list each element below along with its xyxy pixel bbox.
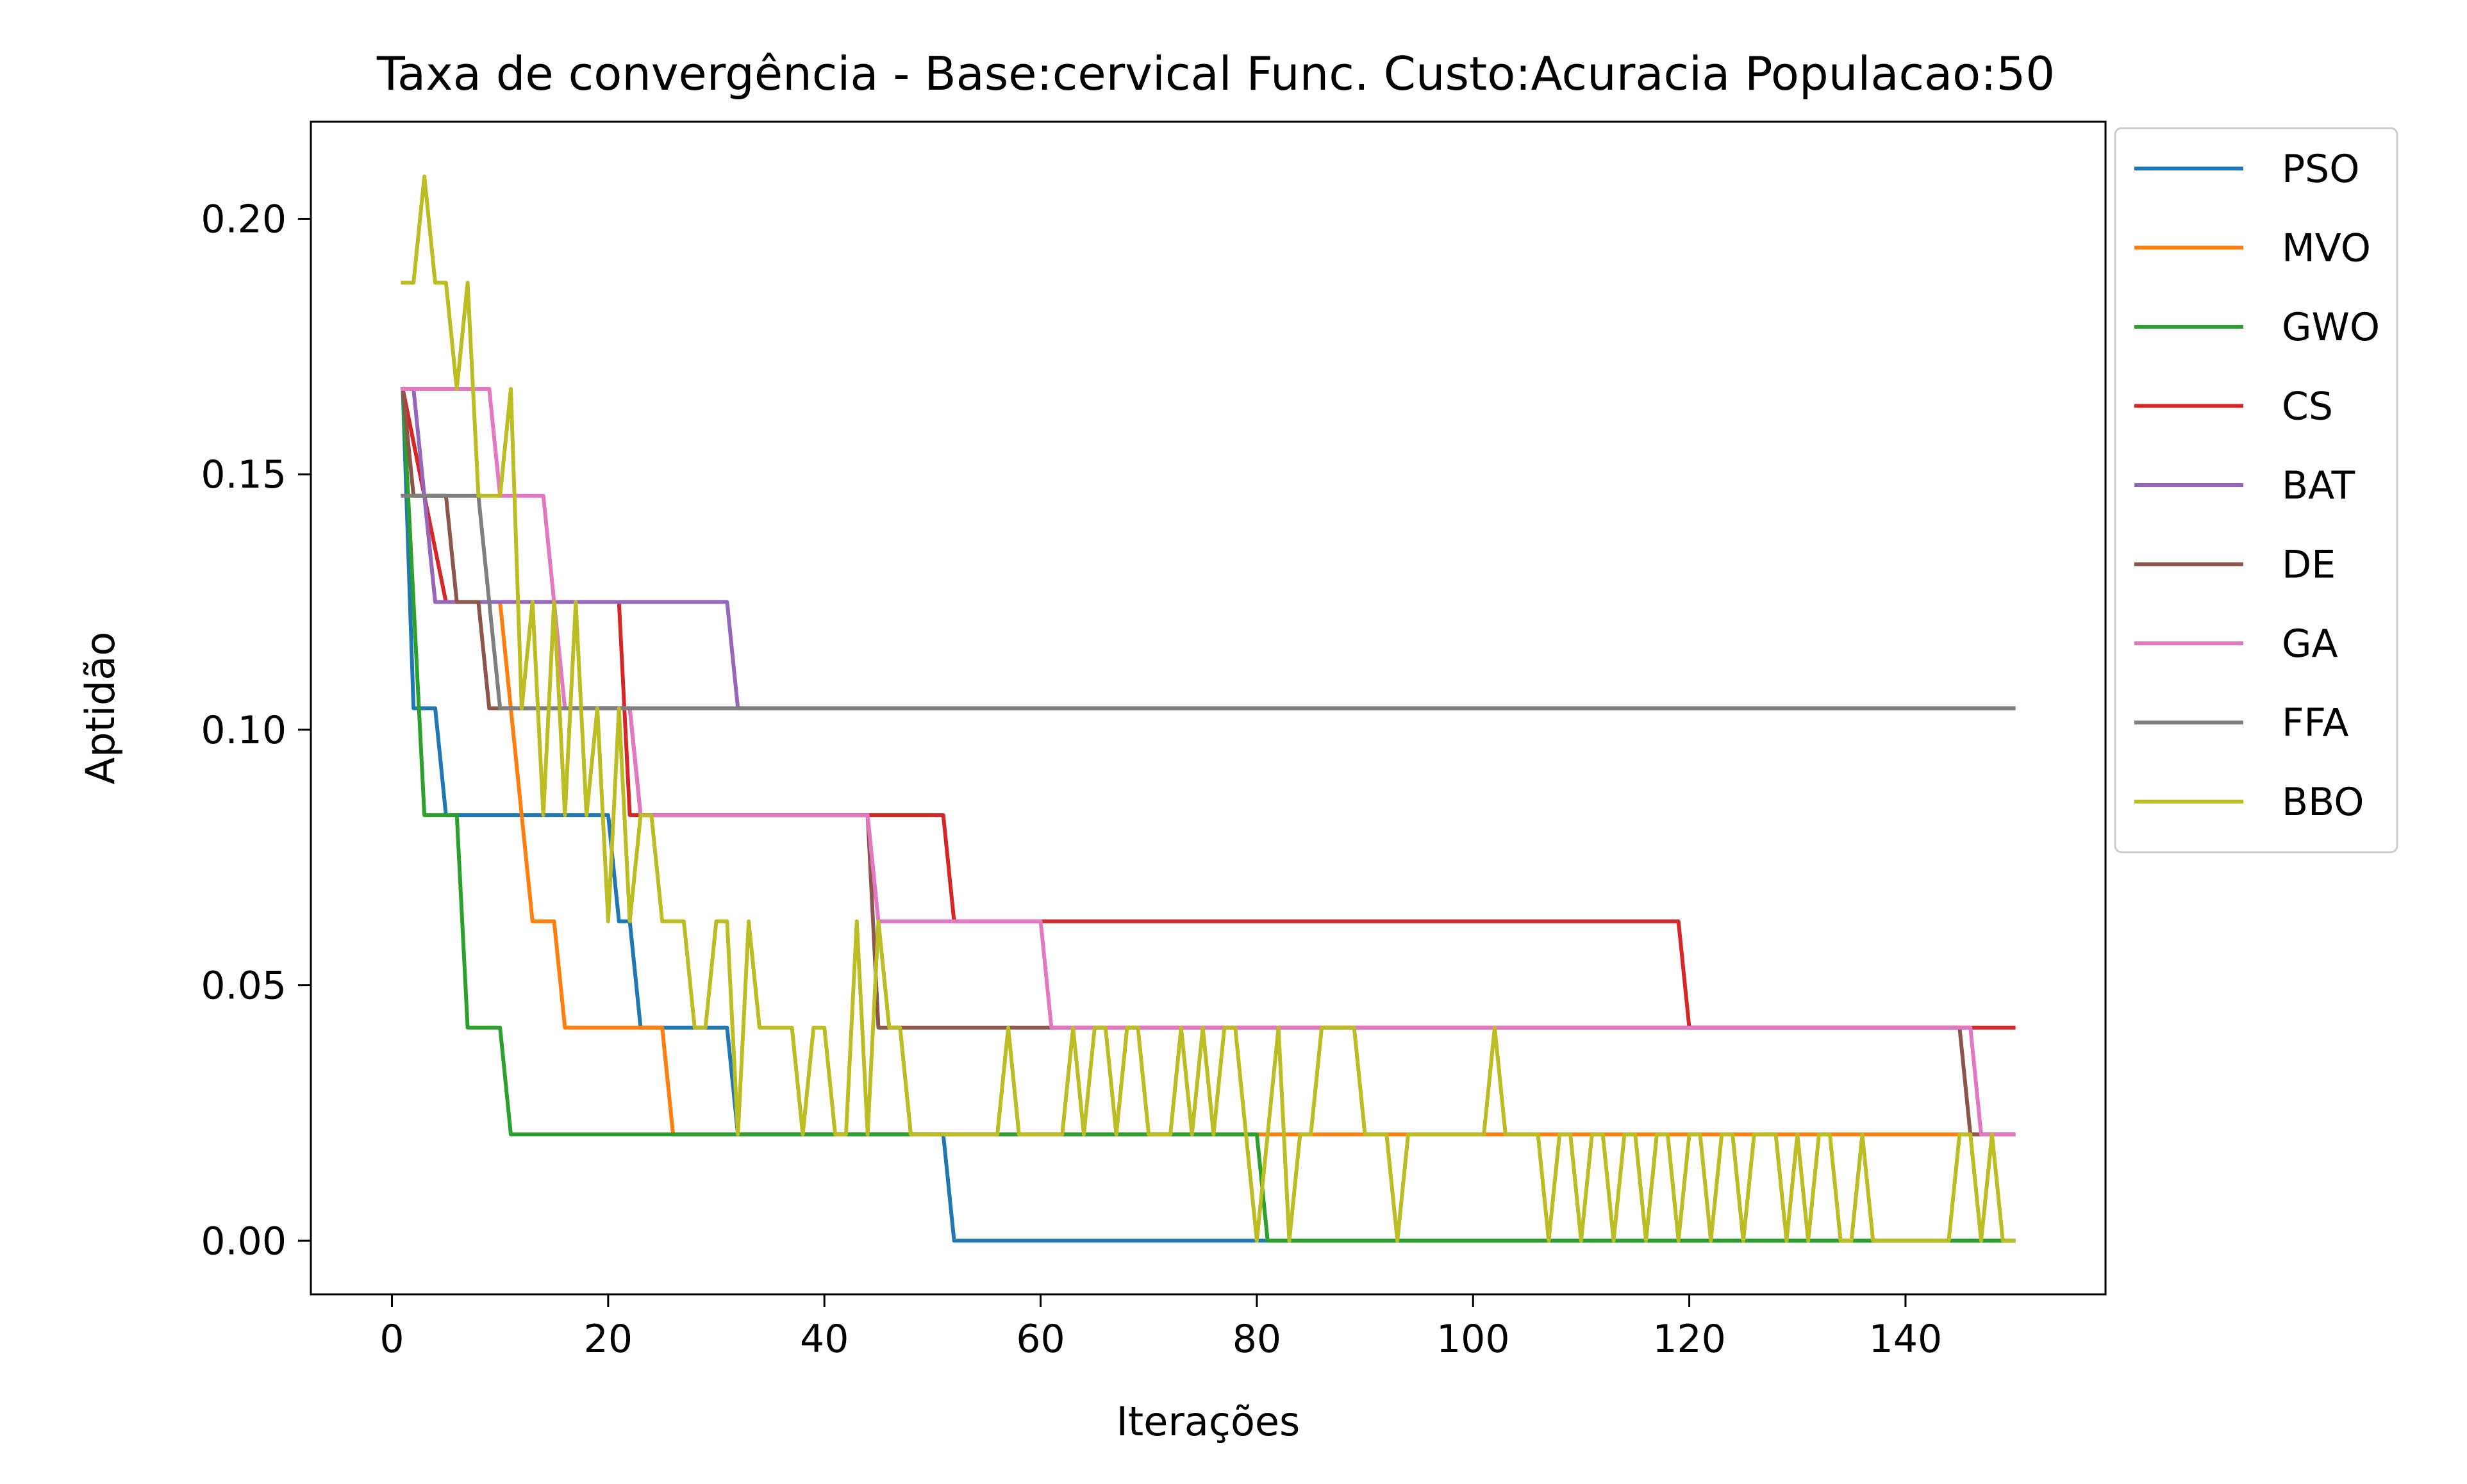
y-axis-label: Aptidão [77, 632, 124, 785]
x-tick-label: 40 [800, 1317, 849, 1362]
legend-label-cs: CS [2282, 384, 2333, 429]
chart-title: Taxa de convergência - Base:cervical Fun… [376, 47, 2055, 101]
legend: PSO MVO GWO CS BAT DE GA FFA BBO [2114, 127, 2398, 853]
x-tick-label: 100 [1436, 1317, 1510, 1362]
x-tick-label: 120 [1652, 1317, 1726, 1362]
y-axis: 0.00 0.05 0.10 0.15 0.20 [201, 197, 311, 1264]
x-axis: 0 20 40 60 80 100 120 140 [379, 1294, 1942, 1362]
legend-box [2114, 127, 2398, 853]
series-layer [400, 174, 2016, 1243]
x-tick-label: 20 [584, 1317, 633, 1362]
plot-frame [310, 120, 2107, 1296]
legend-label-gwo: GWO [2282, 305, 2380, 350]
legend-label-mvo: MVO [2282, 226, 2371, 271]
series-line-ffa [401, 493, 2016, 711]
y-tick-label: 0.20 [201, 197, 287, 242]
y-tick-label: 0.15 [201, 452, 287, 497]
series-line-bbo [401, 174, 2016, 1243]
legend-label-bbo: BBO [2282, 780, 2364, 825]
x-tick-label: 80 [1233, 1317, 1281, 1362]
x-tick-label: 0 [379, 1317, 404, 1362]
y-tick-label: 0.00 [201, 1219, 287, 1264]
y-tick-label: 0.10 [201, 708, 287, 753]
y-tick-label: 0.05 [201, 964, 287, 1009]
legend-label-bat: BAT [2282, 463, 2355, 508]
legend-label-de: DE [2282, 543, 2336, 588]
legend-label-pso: PSO [2282, 147, 2360, 192]
x-tick-label: 140 [1869, 1317, 1943, 1362]
x-axis-label: Iterações [1117, 1398, 1300, 1445]
legend-label-ga: GA [2282, 622, 2338, 666]
legend-label-ffa: FFA [2282, 701, 2349, 746]
x-tick-label: 60 [1016, 1317, 1065, 1362]
